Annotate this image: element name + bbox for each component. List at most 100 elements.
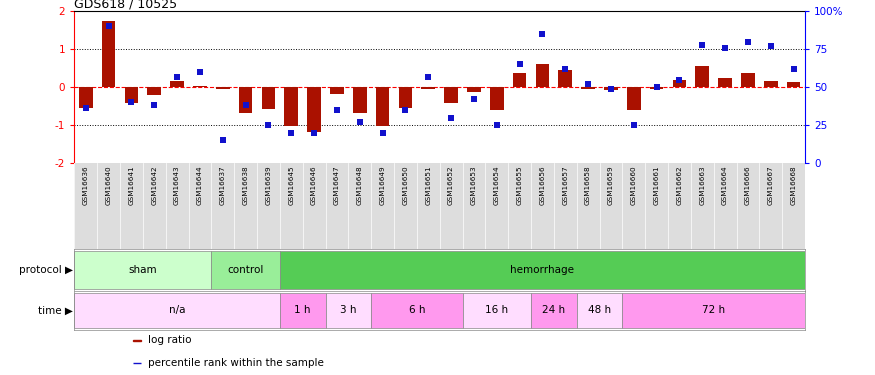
FancyBboxPatch shape bbox=[212, 251, 280, 289]
Point bbox=[536, 31, 550, 37]
Text: GSM16645: GSM16645 bbox=[288, 166, 294, 206]
Bar bbox=[307, 87, 321, 132]
Text: 48 h: 48 h bbox=[588, 305, 611, 315]
Bar bbox=[102, 21, 116, 87]
Bar bbox=[764, 81, 778, 87]
Point bbox=[216, 137, 230, 143]
Bar bbox=[558, 70, 572, 87]
Point bbox=[239, 102, 253, 108]
Point bbox=[718, 45, 732, 51]
Text: log ratio: log ratio bbox=[148, 335, 192, 345]
Bar bbox=[626, 87, 640, 110]
Bar bbox=[262, 87, 276, 109]
Text: GSM16647: GSM16647 bbox=[334, 166, 340, 206]
FancyBboxPatch shape bbox=[326, 292, 371, 328]
Text: GSM16661: GSM16661 bbox=[654, 166, 660, 206]
Point bbox=[262, 122, 276, 128]
Text: GSM16652: GSM16652 bbox=[448, 166, 454, 206]
Text: GSM16662: GSM16662 bbox=[676, 166, 682, 206]
Text: GSM16637: GSM16637 bbox=[220, 166, 226, 206]
Bar bbox=[604, 87, 618, 90]
Point bbox=[421, 74, 435, 80]
Text: GSM16643: GSM16643 bbox=[174, 166, 180, 206]
Bar bbox=[787, 82, 801, 87]
Bar bbox=[444, 87, 458, 103]
Bar bbox=[581, 87, 595, 89]
Text: GSM16659: GSM16659 bbox=[608, 166, 614, 206]
Text: GSM16666: GSM16666 bbox=[745, 166, 751, 206]
Text: GSM16638: GSM16638 bbox=[242, 166, 248, 206]
Point bbox=[626, 122, 640, 128]
Text: GSM16654: GSM16654 bbox=[493, 166, 500, 206]
Point bbox=[787, 66, 801, 72]
Bar bbox=[124, 87, 138, 103]
Text: GSM16655: GSM16655 bbox=[516, 166, 522, 206]
FancyBboxPatch shape bbox=[280, 251, 805, 289]
Point bbox=[124, 99, 138, 105]
Bar bbox=[399, 87, 412, 108]
Bar bbox=[239, 87, 253, 113]
Point bbox=[581, 81, 595, 87]
Bar bbox=[467, 87, 480, 92]
Text: GSM16650: GSM16650 bbox=[402, 166, 409, 206]
Point bbox=[79, 105, 93, 111]
Text: GSM16640: GSM16640 bbox=[106, 166, 112, 206]
FancyBboxPatch shape bbox=[577, 292, 622, 328]
Bar bbox=[330, 87, 344, 94]
Text: GSM16657: GSM16657 bbox=[563, 166, 568, 206]
Text: GSM16656: GSM16656 bbox=[539, 166, 545, 206]
Point bbox=[444, 115, 458, 121]
Bar bbox=[650, 87, 663, 89]
Point bbox=[490, 122, 504, 128]
Point bbox=[604, 86, 618, 92]
Text: GSM16641: GSM16641 bbox=[129, 166, 135, 206]
Point bbox=[649, 84, 663, 90]
Bar bbox=[79, 87, 93, 108]
Point bbox=[764, 43, 778, 49]
Bar bbox=[284, 87, 298, 126]
Point bbox=[353, 119, 367, 125]
FancyBboxPatch shape bbox=[371, 292, 463, 328]
FancyBboxPatch shape bbox=[622, 292, 805, 328]
Point bbox=[513, 62, 527, 68]
Text: GSM16648: GSM16648 bbox=[357, 166, 363, 206]
Text: protocol ▶: protocol ▶ bbox=[18, 265, 73, 275]
Point bbox=[193, 69, 207, 75]
Bar bbox=[422, 87, 435, 89]
Bar bbox=[171, 81, 184, 87]
Point bbox=[672, 76, 686, 82]
Text: hemorrhage: hemorrhage bbox=[510, 265, 574, 275]
Bar bbox=[718, 78, 732, 87]
Text: GSM16663: GSM16663 bbox=[699, 166, 705, 206]
Bar bbox=[513, 73, 527, 87]
Text: GSM16642: GSM16642 bbox=[151, 166, 158, 206]
Bar bbox=[673, 80, 686, 87]
Bar bbox=[375, 87, 389, 126]
Text: 16 h: 16 h bbox=[486, 305, 508, 315]
Text: GSM16653: GSM16653 bbox=[471, 166, 477, 206]
Point bbox=[398, 107, 412, 113]
Text: GSM16639: GSM16639 bbox=[265, 166, 271, 206]
Text: 72 h: 72 h bbox=[702, 305, 725, 315]
Bar bbox=[536, 64, 550, 87]
Text: GSM16636: GSM16636 bbox=[83, 166, 88, 206]
Text: 6 h: 6 h bbox=[409, 305, 425, 315]
Point bbox=[696, 42, 710, 48]
Text: 1 h: 1 h bbox=[295, 305, 311, 315]
Point bbox=[375, 130, 389, 136]
Text: GSM16664: GSM16664 bbox=[722, 166, 728, 206]
Text: GSM16646: GSM16646 bbox=[312, 166, 317, 206]
Text: GSM16658: GSM16658 bbox=[585, 166, 592, 206]
Text: GSM16668: GSM16668 bbox=[791, 166, 796, 206]
FancyBboxPatch shape bbox=[531, 292, 577, 328]
Bar bbox=[490, 87, 504, 110]
Text: time ▶: time ▶ bbox=[38, 305, 73, 315]
FancyBboxPatch shape bbox=[74, 292, 280, 328]
Point bbox=[102, 23, 116, 30]
Text: GSM16651: GSM16651 bbox=[425, 166, 431, 206]
FancyBboxPatch shape bbox=[74, 251, 212, 289]
Text: sham: sham bbox=[129, 265, 158, 275]
Text: 3 h: 3 h bbox=[340, 305, 357, 315]
FancyBboxPatch shape bbox=[463, 292, 531, 328]
Bar bbox=[353, 87, 367, 113]
